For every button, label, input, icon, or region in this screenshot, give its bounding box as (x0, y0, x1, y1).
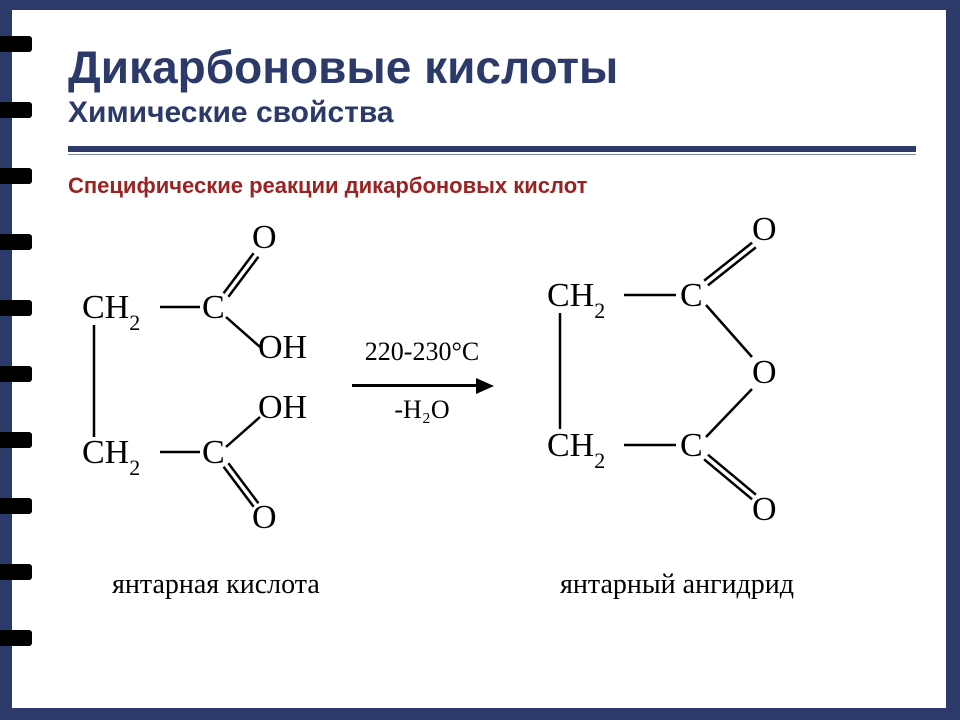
title-divider (68, 146, 916, 155)
hr-thick (68, 146, 916, 152)
atom-label: C (680, 277, 703, 315)
atom-label: O (752, 211, 777, 249)
atom-label: O (752, 354, 777, 392)
binder-hole (0, 36, 32, 52)
binder-hole (0, 432, 32, 448)
bonds-right (12, 199, 912, 559)
molecule-succinic-anhydride: O CH2 C O CH2 C O (12, 199, 912, 559)
binder-hole (0, 630, 32, 646)
caption-succinic-acid: янтарная кислота (112, 569, 320, 601)
binder-hole (0, 564, 32, 580)
binder-hole (0, 498, 32, 514)
slide-frame: Дикарбоновые кислоты Химические свойства… (10, 8, 948, 710)
binder-hole (0, 234, 32, 250)
atom-label: C (680, 427, 703, 465)
reaction-area: OCH2COHOHCH2CO 220-230°C -H₂O OCH2COCH2C… (12, 199, 946, 669)
binder-hole (0, 300, 32, 316)
binder-hole (0, 366, 32, 382)
caption-succinic-anhydride: янтарный ангидрид (560, 569, 794, 601)
page-subtitle: Химические свойства (12, 94, 946, 140)
section-heading: Специфические реакции дикарбоновых кисло… (12, 155, 946, 199)
binder-hole (0, 102, 32, 118)
atom-label: CH2 (547, 427, 605, 470)
atom-label: CH2 (547, 277, 605, 320)
page-title: Дикарбоновые кислоты (12, 10, 946, 94)
binder-hole (0, 168, 32, 184)
atom-label: O (752, 491, 777, 529)
